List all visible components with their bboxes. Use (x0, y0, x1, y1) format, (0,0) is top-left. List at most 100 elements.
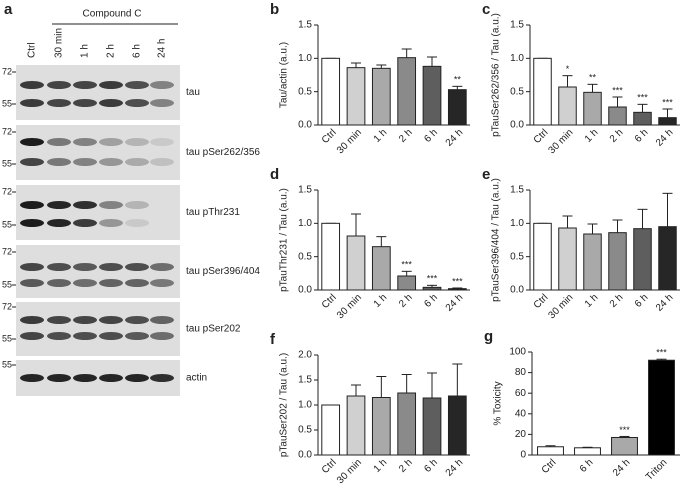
y-tick-label: 1.5 (510, 20, 524, 31)
bar (608, 106, 627, 126)
x-tick-label: 2 h (608, 292, 626, 310)
blot-band (73, 279, 97, 287)
blot-band (150, 263, 174, 271)
y-tick-label: 1.5 (298, 375, 312, 386)
x-tick-label: 24 h (444, 292, 466, 314)
blot-band (150, 316, 174, 324)
blot-panel (16, 302, 180, 356)
blot-band (20, 138, 44, 146)
blot-panel (16, 245, 180, 298)
blot-band (125, 219, 149, 227)
blot-panel (16, 185, 180, 240)
blot-band (20, 263, 44, 271)
marker-label: 72 (2, 186, 12, 196)
blot-band (99, 138, 123, 146)
marker-label: 55 (2, 279, 12, 289)
blot-band (99, 263, 123, 271)
blot-band (150, 279, 174, 287)
blot-band (20, 201, 44, 209)
bar (321, 404, 341, 456)
bar (371, 397, 391, 456)
blot-band (99, 374, 123, 382)
blot-band (125, 201, 149, 209)
blot-band (125, 374, 149, 382)
x-tick-label: 24 h (611, 457, 633, 479)
blot-band (73, 81, 97, 89)
blot-band (125, 332, 149, 340)
blot-band (99, 99, 123, 107)
y-axis-label: pTauSer202 / Tau (a.u.) (279, 353, 290, 457)
blot-band (125, 263, 149, 271)
blot-band (47, 279, 71, 287)
y-axis-label: pTauSer396/404 / Tau (a.u.) (491, 178, 502, 302)
lane-label: 24 h (157, 39, 168, 58)
x-tick-label: 2 h (397, 457, 415, 475)
y-tick-label: 0.5 (510, 86, 524, 97)
x-tick-label: 6 h (422, 457, 440, 475)
x-tick-label: Triton (644, 457, 670, 483)
panel-label: b (270, 1, 279, 18)
bar (583, 91, 602, 126)
row-label: tau pThr231 (186, 207, 240, 218)
significance: ** (454, 75, 462, 85)
marker-label: 55 (2, 333, 12, 343)
y-tick-label: 0.0 (298, 120, 312, 131)
panel-label: a (4, 1, 13, 18)
x-tick-label: 6 h (422, 292, 440, 310)
x-tick-label: Ctrl (532, 127, 551, 146)
blot-band (47, 138, 71, 146)
blot-band (99, 81, 123, 89)
marker-label: 72 (2, 66, 12, 76)
blot-band (73, 332, 97, 340)
blot-band (73, 138, 97, 146)
y-axis-label: pTauSer262/356 / Tau (a.u.) (491, 13, 502, 137)
y-axis-label: pTauThr231 / Tau (a.u.) (279, 188, 290, 292)
blot-band (73, 158, 97, 166)
blot-band (20, 158, 44, 166)
blot-band (99, 219, 123, 227)
significance: *** (662, 97, 673, 107)
blot-band (73, 99, 97, 107)
bar (422, 65, 442, 126)
blot-band (99, 279, 123, 287)
bar (658, 117, 677, 126)
significance: *** (637, 93, 648, 103)
blot-band (20, 99, 44, 107)
x-tick-label: 2 h (608, 127, 626, 145)
y-tick-label: 1.0 (510, 53, 524, 64)
blot-band (73, 374, 97, 382)
x-tick-label: 1 h (583, 127, 601, 145)
significance: *** (656, 348, 667, 358)
x-tick-label: 30 min (335, 127, 364, 156)
x-tick-label: Ctrl (320, 127, 339, 146)
x-tick-label: 24 h (654, 127, 676, 149)
bar (346, 395, 366, 456)
blot-band (99, 158, 123, 166)
bar (533, 222, 552, 291)
bar (321, 222, 341, 291)
bar (558, 86, 577, 126)
blot-band (150, 374, 174, 382)
bar (583, 233, 602, 291)
group-label: Compound C (83, 9, 142, 20)
x-tick-label: 2 h (397, 127, 415, 145)
blot-band (47, 219, 71, 227)
lane-label: 2 h (106, 44, 117, 58)
blot-panel (16, 65, 180, 120)
y-tick-label: 40 (515, 408, 527, 419)
y-tick-label: 0.5 (510, 251, 524, 262)
blot-band (20, 219, 44, 227)
significance: * (566, 64, 570, 74)
bar (633, 111, 652, 126)
blot-band (150, 99, 174, 107)
y-tick-label: 1.0 (510, 218, 524, 229)
bar (447, 395, 467, 456)
panel-label: g (484, 328, 493, 345)
panel-label: d (270, 166, 279, 183)
significance: ** (589, 73, 597, 83)
row-label: tau pSer396/404 (186, 266, 260, 277)
row-label: tau (186, 87, 200, 98)
bar (611, 436, 638, 456)
x-tick-label: 24 h (444, 127, 466, 149)
